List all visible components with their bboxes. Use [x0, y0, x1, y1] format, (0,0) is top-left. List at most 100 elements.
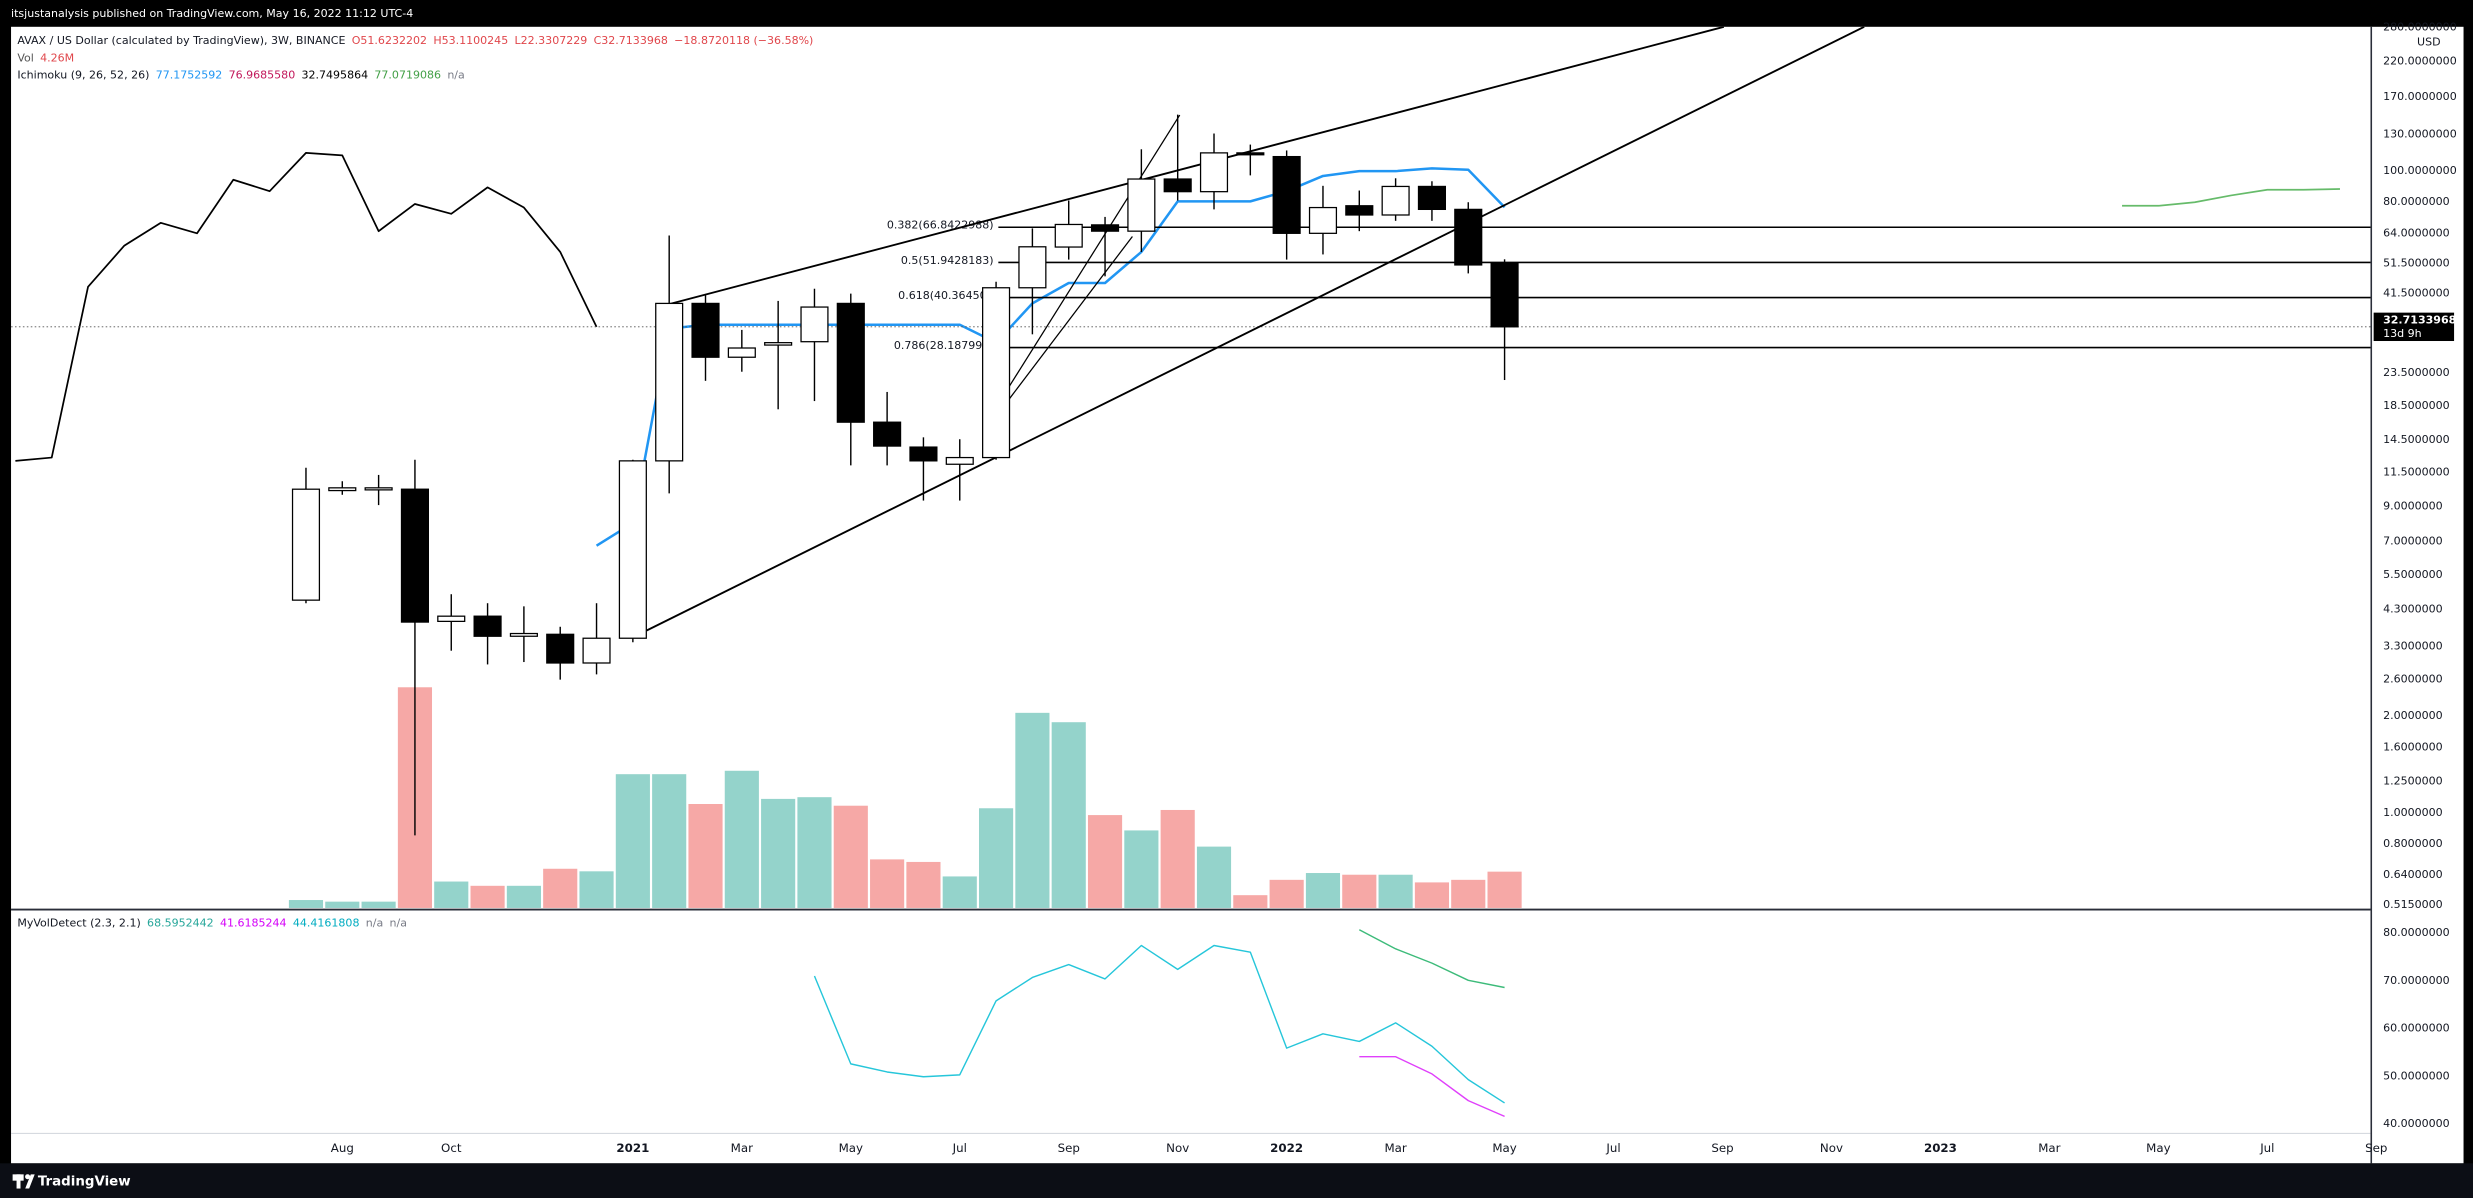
brand: TradingView: [38, 1174, 131, 1189]
brand-logo: [12, 1174, 35, 1189]
volume-bar: [906, 861, 941, 908]
legend-item: O51.6232202: [352, 34, 427, 47]
candle-body: [982, 287, 1011, 459]
volume-bar: [1160, 809, 1195, 908]
candle-body: [582, 637, 611, 664]
candle-body: [509, 632, 538, 637]
last-price-label: 32.7133968: [2383, 314, 2456, 327]
trendline: [1008, 114, 1181, 387]
candle-body: [1199, 152, 1229, 193]
candle-body: [655, 302, 684, 462]
volume-bar: [652, 774, 687, 908]
candle-body: [1308, 206, 1338, 234]
legend: MyVolDetect (2.3, 2.1) 68.5952442 41.61852…: [17, 917, 407, 930]
candle-body: [473, 615, 502, 637]
axes: 280.0000000 220.0000000 170.0000000 130.000…: [331, 21, 2457, 1155]
x-tick-label: Oct: [441, 1141, 462, 1155]
candle-body: [1236, 152, 1265, 156]
y-tick-label: 80.0000000: [2383, 926, 2450, 939]
drawings: [646, 26, 1865, 632]
y-tick-label: 51.5000000: [2383, 257, 2450, 270]
x-tick-label: May: [1492, 1141, 1516, 1155]
chart-background: [11, 26, 2464, 1164]
volume-bar: [1487, 871, 1522, 908]
publisher: itsjustanalysis published on TradingView…: [11, 7, 413, 20]
legend-item: 77.1752592: [156, 69, 223, 82]
y-tick-label: 3.3000000: [2383, 639, 2443, 652]
volume-bar: [761, 798, 796, 908]
legend-item: AVAX / US Dollar (calculated by TradingV…: [17, 34, 345, 47]
fib-label: 0.618(40.364501: [898, 289, 993, 302]
candle-body: [1381, 185, 1410, 216]
candle-body: [546, 633, 575, 664]
legend-item: MyVolDetect (2.3, 2.1): [17, 917, 140, 930]
volume-bar: [1124, 830, 1159, 908]
legend-item: 44.4161808: [293, 917, 360, 930]
volume-bar: [579, 871, 614, 908]
indicator-layer: 0.382(66.8422988) 0.5(51.9428183) 0.618(40…: [11, 152, 2371, 547]
ichimoku-line: [595, 167, 1506, 547]
candle-body: [1090, 224, 1120, 232]
y-tick-label: 280.0000000: [2383, 21, 2457, 34]
legend-item: n/a: [390, 917, 407, 930]
y-tick-label: 4.3000000: [2383, 603, 2443, 616]
indicator-line: [813, 944, 1505, 1104]
candle-body: [1490, 262, 1519, 328]
oscillator-layer: [813, 929, 1505, 1118]
x-tick-label: Sep: [1058, 1141, 1080, 1155]
volume-bar: [942, 876, 977, 908]
y-tick-label: 70.0000000: [2383, 974, 2450, 987]
legend-item: 32.7495864: [302, 69, 369, 82]
x-tick-label: Mar: [2038, 1141, 2060, 1155]
volume-bar: [470, 885, 505, 908]
fib-label: 0.5(51.9428183): [901, 254, 994, 267]
x-tick-label: 2022: [1270, 1141, 1303, 1155]
y-tick-label: 14.5000000: [2383, 433, 2450, 446]
legend-item: n/a: [366, 917, 383, 930]
y-tick-label: 1.0000000: [2383, 806, 2443, 819]
y-tick-label: 1.2500000: [2383, 775, 2443, 788]
y-tick-label: 23.5000000: [2383, 366, 2450, 379]
footer-bar: [0, 1163, 2473, 1198]
x-tick-label: Jul: [2259, 1141, 2274, 1155]
candle-body: [727, 347, 756, 358]
candle-body: [1127, 178, 1156, 232]
trendline: [668, 26, 1725, 306]
candle-body: [909, 446, 938, 462]
legend-item: 68.5952442: [147, 917, 214, 930]
y-tick-label: 1.6000000: [2383, 740, 2443, 753]
legend-item: 4.26M: [40, 51, 74, 64]
volume-bar: [288, 900, 324, 908]
countdown: 13d 9h: [2383, 327, 2422, 340]
x-tick-label: Mar: [731, 1141, 753, 1155]
y-tick-label: 2.0000000: [2383, 709, 2443, 722]
volume-bar: [1414, 882, 1450, 908]
x-tick-label: Nov: [1166, 1141, 1189, 1155]
x-tick-label: 2021: [616, 1141, 649, 1155]
x-tick-label: Nov: [1820, 1141, 1843, 1155]
volume-bar: [1269, 879, 1304, 908]
volume-bar: [615, 774, 650, 908]
candle-body: [1454, 208, 1483, 266]
y-tick-label: 7.0000000: [2383, 535, 2443, 548]
candle-body: [836, 302, 865, 423]
volume-bar: [506, 885, 541, 908]
legend-item: Vol: [17, 51, 33, 64]
x-tick-label: Sep: [2365, 1141, 2387, 1155]
x-tick-label: Aug: [331, 1141, 354, 1155]
volume-bar: [434, 881, 469, 908]
candle-body: [1272, 155, 1301, 234]
legend-item: 41.6185244: [220, 917, 287, 930]
y-tick-label: 64.0000000: [2383, 226, 2450, 239]
volume-bar: [1015, 712, 1050, 908]
x-tick-label: May: [2146, 1141, 2170, 1155]
y-tick-label: 5.5000000: [2383, 568, 2443, 581]
y-tick-label: 60.0000000: [2383, 1022, 2450, 1035]
volume-bar: [1233, 895, 1268, 908]
y-tick-label: 41.5000000: [2383, 287, 2450, 300]
x-tick-label: Jul: [952, 1141, 967, 1155]
volume-bar: [724, 770, 759, 908]
candle-body: [691, 302, 720, 358]
trendline: [1008, 236, 1133, 400]
trendline: [646, 26, 1865, 632]
